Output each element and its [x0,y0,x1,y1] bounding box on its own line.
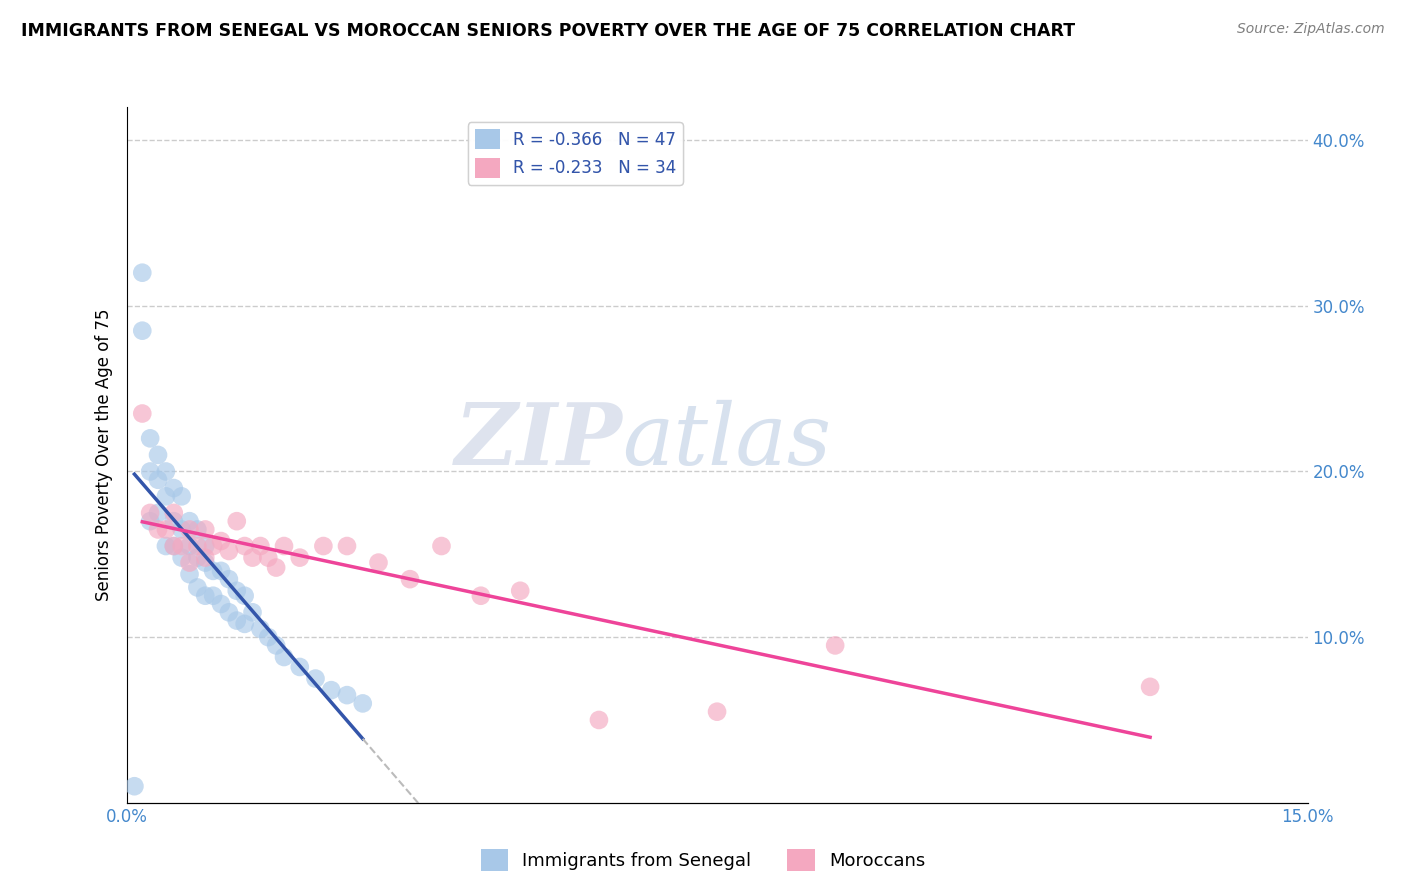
Point [218,572,240,586]
Point [163,481,186,495]
Point [155,523,177,537]
Point [321,683,343,698]
Point [139,465,162,479]
Point [225,514,247,528]
Point [186,523,208,537]
Point [288,660,311,674]
Point [202,539,225,553]
Text: ZIP: ZIP [454,400,623,483]
Point [146,523,169,537]
Point [264,560,287,574]
Legend: Immigrants from Senegal, Moroccans: Immigrants from Senegal, Moroccans [474,842,932,879]
Point [233,539,256,553]
Point [194,556,217,570]
Point [218,544,240,558]
Point [218,605,240,619]
Point [186,539,208,553]
Point [367,556,389,570]
Point [179,556,201,570]
Point [336,688,359,702]
Point [242,605,264,619]
Point [209,534,232,549]
Point [146,506,169,520]
Point [588,713,610,727]
Point [824,639,846,653]
Point [225,614,247,628]
Point [155,465,177,479]
Point [257,550,280,565]
Point [163,514,186,528]
Point [179,539,201,553]
Point [430,539,453,553]
Point [225,583,247,598]
Point [194,523,217,537]
Point [273,650,295,665]
Point [146,473,169,487]
Point [155,539,177,553]
Point [202,564,225,578]
Point [264,639,287,653]
Point [509,583,531,598]
Point [179,523,201,537]
Point [1139,680,1161,694]
Point [179,514,201,528]
Point [131,324,153,338]
Point [257,630,280,644]
Point [233,616,256,631]
Point [209,564,232,578]
Point [186,550,208,565]
Point [249,622,271,636]
Point [706,705,728,719]
Text: IMMIGRANTS FROM SENEGAL VS MOROCCAN SENIORS POVERTY OVER THE AGE OF 75 CORRELATI: IMMIGRANTS FROM SENEGAL VS MOROCCAN SENI… [21,22,1076,40]
Point [170,523,193,537]
Point [194,589,217,603]
Point [155,489,177,503]
Point [179,567,201,582]
Point [163,539,186,553]
Point [312,539,335,553]
Text: atlas: atlas [623,400,832,483]
Point [202,589,225,603]
Point [470,589,492,603]
Point [194,550,217,565]
Point [273,539,295,553]
Point [124,779,146,793]
Point [139,431,162,445]
Point [186,581,208,595]
Point [170,489,193,503]
Point [170,539,193,553]
Point [139,514,162,528]
Point [336,539,359,553]
Point [163,506,186,520]
Point [242,550,264,565]
Point [352,697,374,711]
Text: Source: ZipAtlas.com: Source: ZipAtlas.com [1237,22,1385,37]
Point [233,589,256,603]
Point [131,266,153,280]
Point [146,448,169,462]
Point [249,539,271,553]
Point [288,550,311,565]
Point [209,597,232,611]
Point [170,550,193,565]
Point [131,407,153,421]
Point [139,506,162,520]
Legend: R = -0.366   N = 47, R = -0.233   N = 34: R = -0.366 N = 47, R = -0.233 N = 34 [468,122,683,185]
Y-axis label: Seniors Poverty Over the Age of 75: Seniors Poverty Over the Age of 75 [94,309,112,601]
Point [304,672,326,686]
Point [194,539,217,553]
Point [399,572,422,586]
Point [163,539,186,553]
